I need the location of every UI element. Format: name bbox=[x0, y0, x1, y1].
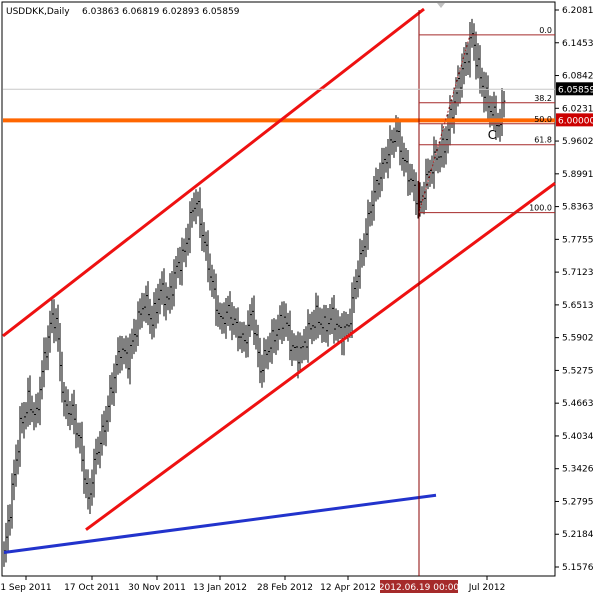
level-label-box bbox=[556, 113, 593, 127]
channel-lower-trendline[interactable] bbox=[85, 182, 556, 531]
level-label: 6.00000 bbox=[558, 116, 593, 126]
y-tick-label: 5.21840 bbox=[562, 530, 593, 540]
x-tick-label: 28 Feb 2012 bbox=[257, 583, 313, 593]
x-axis: 1 Sep 2011 17 Oct 2011 30 Nov 2011 13 Jan 2… bbox=[0, 576, 505, 593]
y-tick-label: 6.14535 bbox=[562, 39, 593, 49]
plot-area bbox=[1, 1, 556, 577]
y-tick-label: 5.65130 bbox=[562, 301, 593, 311]
fib-level-label: 61.8 bbox=[534, 136, 552, 145]
price-label-box bbox=[556, 82, 593, 96]
x-tick-label: 13 Jan 2012 bbox=[193, 583, 247, 593]
date-label-box bbox=[380, 580, 458, 593]
fib-level-label: 38.2 bbox=[534, 94, 552, 103]
y-tick-label: 5.27953 bbox=[562, 497, 593, 507]
y-tick-label: 6.02311 bbox=[562, 104, 593, 114]
symbol-label: USDDKK,Daily bbox=[6, 7, 70, 17]
channel-upper-trendline[interactable] bbox=[2, 7, 425, 338]
fib-level-label: 100.0 bbox=[529, 204, 552, 213]
y-tick-label: 5.46630 bbox=[562, 399, 593, 409]
fibonacci-layer: 0.0 38.2 50.0 61.8 100.0 C bbox=[418, 26, 555, 214]
y-tick-label: 5.40341 bbox=[562, 432, 593, 442]
x-tick-label: 1 Sep 2011 bbox=[0, 583, 51, 593]
support-line-trendline[interactable] bbox=[3, 493, 437, 554]
fib-diagonal bbox=[418, 34, 471, 213]
x-tick-label: 12 Apr 2012 bbox=[320, 583, 376, 593]
price-label: 6.05859 bbox=[558, 85, 593, 95]
y-tick-label: 5.89913 bbox=[562, 170, 593, 180]
shift-marker-icon[interactable] bbox=[437, 3, 445, 8]
ohlc-header: 6.03863 6.06819 6.02893 6.05859 bbox=[82, 7, 240, 17]
y-tick-label: 5.52753 bbox=[562, 366, 593, 376]
x-tick-label: 30 Nov 2011 bbox=[128, 583, 186, 593]
y-tick-label: 6.20813 bbox=[562, 6, 593, 16]
fib-level-label: 0.0 bbox=[539, 26, 552, 35]
x-tick-label: Jul 2012 bbox=[468, 583, 506, 593]
y-tick-label: 5.15765 bbox=[562, 563, 593, 573]
y-tick-label: 6.08423 bbox=[562, 72, 593, 82]
trendlines-layer bbox=[2, 7, 556, 576]
crosshair-date-label: 2012.06.19 00:00 bbox=[379, 583, 460, 593]
y-tick-label: 5.77553 bbox=[562, 235, 593, 245]
fib-level-label: 50.0 bbox=[534, 115, 552, 124]
wave-label-c: C bbox=[488, 128, 496, 142]
y-tick-label: 5.83630 bbox=[562, 203, 593, 213]
x-tick-label: 17 Oct 2011 bbox=[64, 583, 120, 593]
